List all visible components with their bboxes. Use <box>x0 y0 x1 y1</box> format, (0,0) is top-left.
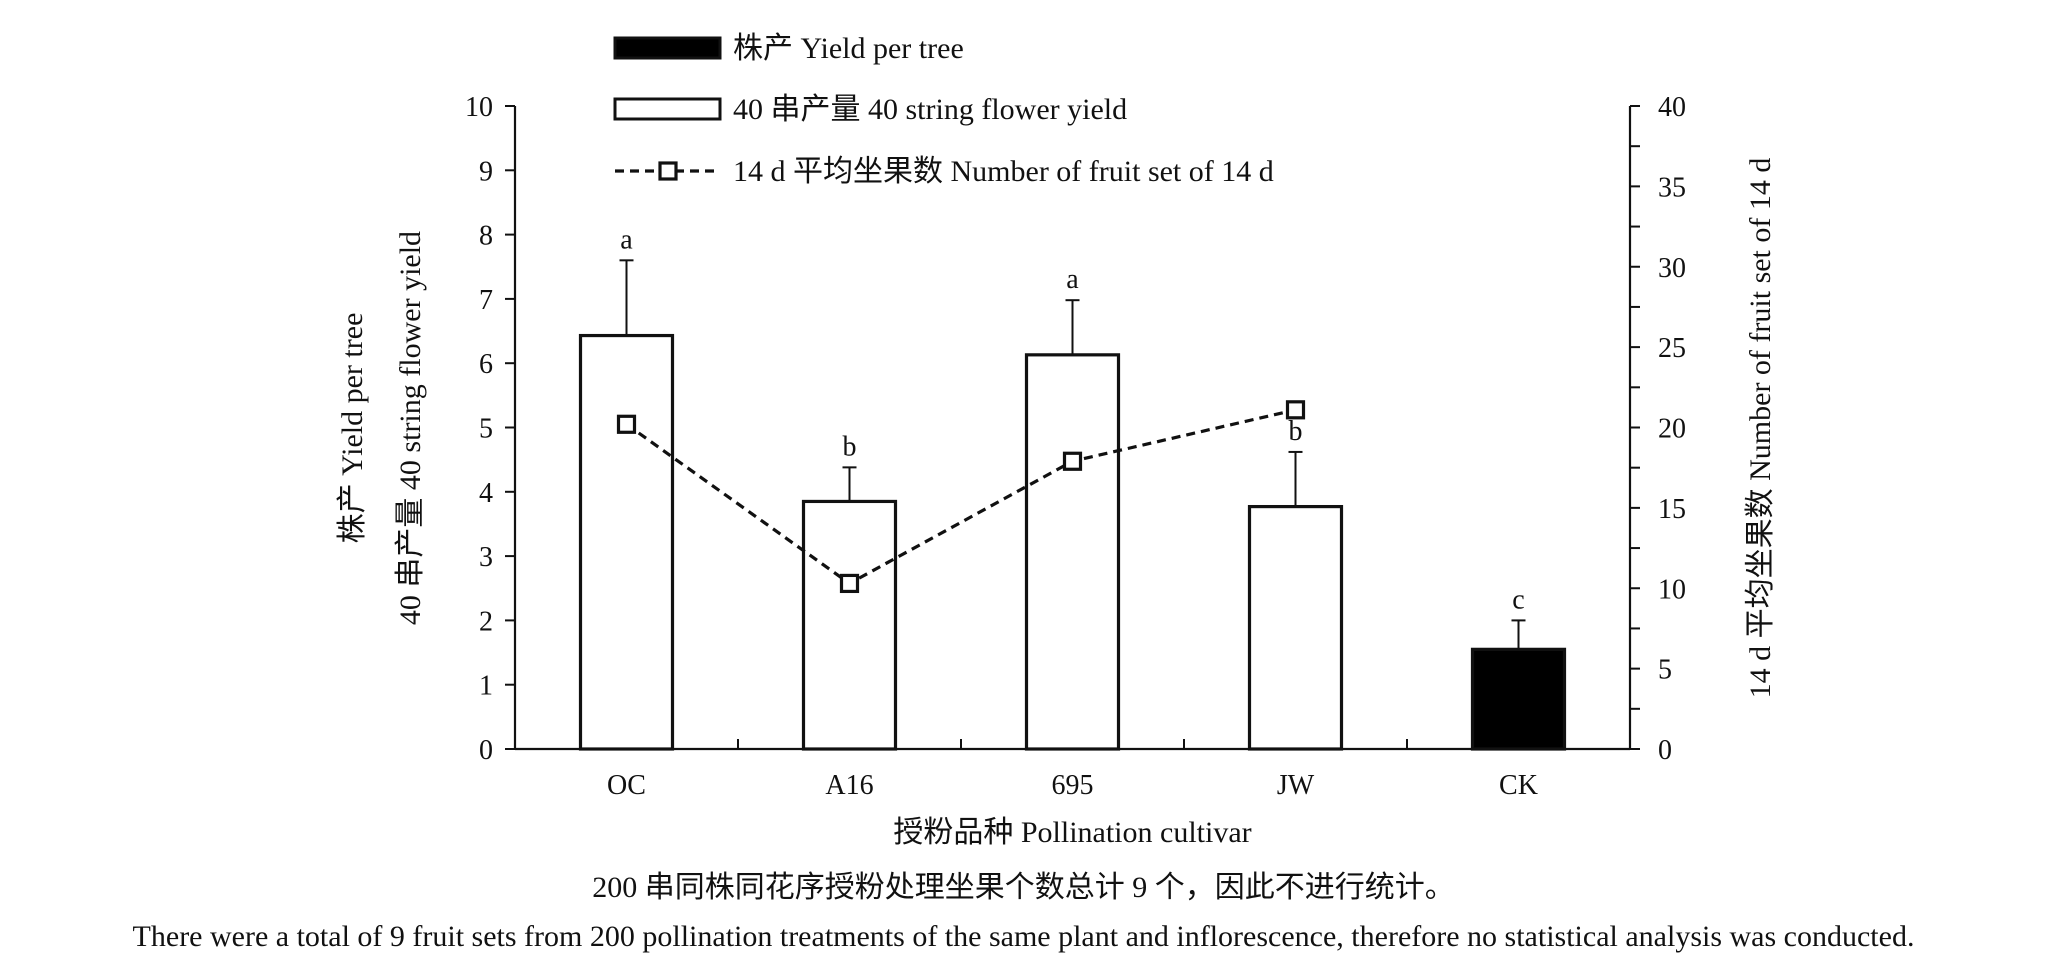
bars: c a b a b <box>578 224 1567 751</box>
x-tick-label: JW <box>1277 770 1315 801</box>
legend-label: 14 d 平均坐果数 Number of fruit set of 14 d <box>733 155 1274 188</box>
y-tick-label-left: 4 <box>479 478 493 509</box>
legend-label: 株产 Yield per tree <box>733 32 964 65</box>
y-tick-label-left: 6 <box>479 349 493 380</box>
significance-label: a <box>620 224 633 255</box>
y-tick-label-left: 5 <box>479 414 493 445</box>
line-marker <box>616 414 637 434</box>
x-tick-label: A16 <box>825 770 873 801</box>
axis-titles: 授粉品种 Pollination cultivar 株产 Yield per tr… <box>336 158 1777 849</box>
y-tick-label-right: 20 <box>1658 414 1686 445</box>
legend-label: 40 串产量 40 string flower yield <box>733 93 1127 126</box>
footnote-english: There were a total of 9 fruit sets from … <box>132 920 1915 953</box>
fruit-set-line <box>616 400 1306 594</box>
footnote-chinese: 200 串同株同花序授粉处理坐果个数总计 9 个，因此不进行统计。 <box>592 871 1455 904</box>
y-tick-label-left: 2 <box>479 606 493 637</box>
y-tick-label-left: 0 <box>479 735 493 766</box>
bar <box>578 333 675 751</box>
y-axis-left-title-line2: 40 串产量 40 string flower yield <box>394 231 427 625</box>
line-series <box>625 408 1296 586</box>
y-tick-label-right: 35 <box>1658 172 1686 203</box>
y-axis-left-title-line1: 株产 Yield per tree <box>336 313 369 544</box>
significance-label: b <box>1289 416 1303 447</box>
x-tick-label: OC <box>607 770 646 801</box>
y-tick-label-left: 3 <box>479 542 493 573</box>
line-marker <box>1285 400 1306 420</box>
x-tick-label: CK <box>1499 770 1538 801</box>
line-marker <box>1062 451 1083 471</box>
line-marker <box>839 573 860 594</box>
y-tick-label-left: 10 <box>465 92 493 123</box>
y-tick-label-left: 9 <box>479 156 493 187</box>
legend-marker <box>658 161 678 181</box>
y-tick-label-right: 30 <box>1658 253 1686 284</box>
bar <box>1470 647 1567 751</box>
y-tick-label-right: 15 <box>1658 494 1686 525</box>
bar <box>1024 353 1121 751</box>
legend: 株产 Yield per tree 40 串产量 40 string flower… <box>613 32 1274 188</box>
y-tick-label-left: 1 <box>479 671 493 702</box>
axes: 0 1 2 3 4 5 6 7 8 9 10 0 5 10 15 20 25 30 35 40 OC A16 695 JW CK <box>465 92 1686 801</box>
y-tick-label-left: 8 <box>479 221 493 252</box>
x-tick-label: 695 <box>1052 770 1094 801</box>
bar <box>801 499 898 751</box>
bar <box>1247 504 1344 751</box>
significance-label: c <box>1512 584 1524 615</box>
y-axis-right-title: 14 d 平均坐果数 Number of fruit set of 14 d <box>1744 158 1777 699</box>
x-axis-title: 授粉品种 Pollination cultivar <box>893 816 1251 849</box>
legend-swatch <box>613 36 722 60</box>
y-tick-label-right: 25 <box>1658 333 1686 364</box>
y-tick-label-left: 7 <box>479 285 493 316</box>
significance-label: a <box>1066 264 1079 295</box>
legend-swatch <box>613 97 722 121</box>
y-tick-label-right: 40 <box>1658 92 1686 123</box>
significance-label: b <box>843 431 857 462</box>
y-tick-label-right: 0 <box>1658 735 1672 766</box>
y-tick-label-right: 10 <box>1658 574 1686 605</box>
y-tick-label-right: 5 <box>1658 655 1672 686</box>
